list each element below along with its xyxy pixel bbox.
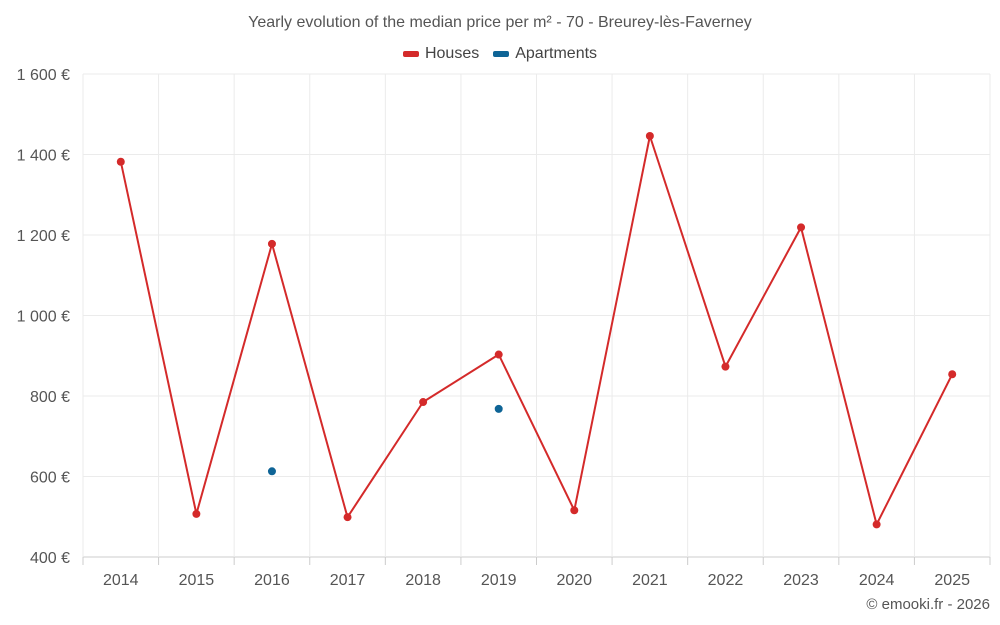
x-tick-label: 2018 xyxy=(405,572,441,589)
y-tick-label: 400 € xyxy=(30,550,70,567)
x-tick-label: 2019 xyxy=(481,572,517,589)
data-point-houses xyxy=(116,157,125,166)
y-tick-label: 800 € xyxy=(30,389,70,406)
x-tick-label: 2017 xyxy=(330,572,366,589)
x-tick-label: 2020 xyxy=(556,572,592,589)
y-tick-label: 1 200 € xyxy=(17,228,70,245)
legend-swatch-houses xyxy=(402,51,419,57)
x-tick-label: 2023 xyxy=(783,572,819,589)
legend: Houses Apartments xyxy=(0,45,1000,63)
data-point-houses xyxy=(570,506,579,515)
data-point-apartments xyxy=(267,467,276,476)
y-tick-label: 600 € xyxy=(30,470,70,487)
data-point-apartments xyxy=(494,404,503,413)
credit-text: © emooki.fr - 2026 xyxy=(866,596,990,613)
data-point-houses xyxy=(645,131,654,140)
legend-item-apartments[interactable]: Apartments xyxy=(493,45,597,63)
x-tick-label: 2015 xyxy=(179,572,215,589)
data-point-houses xyxy=(721,362,730,371)
data-point-houses xyxy=(872,520,881,529)
data-point-houses xyxy=(419,398,428,407)
legend-item-houses[interactable]: Houses xyxy=(402,45,480,63)
y-tick-label: 1 600 € xyxy=(17,67,70,84)
data-point-houses xyxy=(797,223,806,232)
legend-label-apartments: Apartments xyxy=(515,45,598,62)
x-tick-label: 2024 xyxy=(859,572,895,589)
x-tick-label: 2022 xyxy=(708,572,744,589)
x-tick-label: 2025 xyxy=(934,572,970,589)
x-tick-label: 2021 xyxy=(632,572,668,589)
chart-title: Yearly evolution of the median price per… xyxy=(248,14,752,31)
data-point-houses xyxy=(494,350,503,359)
legend-label-houses: Houses xyxy=(424,45,480,62)
y-tick-label: 1 400 € xyxy=(17,148,70,165)
data-point-houses xyxy=(343,513,352,522)
data-point-houses xyxy=(192,509,201,518)
x-tick-label: 2014 xyxy=(103,572,139,589)
legend-swatch-apartments xyxy=(493,51,510,57)
series-line-houses xyxy=(119,135,954,526)
y-tick-label: 1 000 € xyxy=(17,309,70,326)
data-point-houses xyxy=(267,239,276,248)
data-point-houses xyxy=(948,370,957,379)
x-tick-label: 2016 xyxy=(254,572,290,589)
